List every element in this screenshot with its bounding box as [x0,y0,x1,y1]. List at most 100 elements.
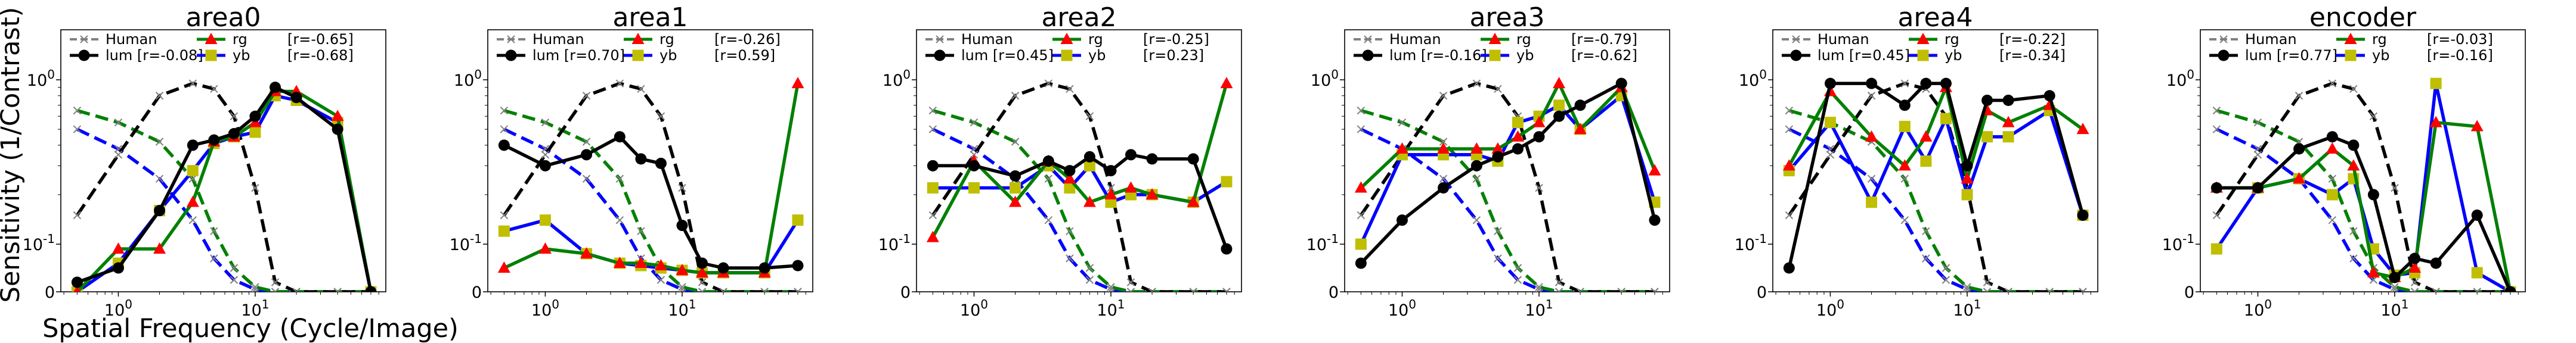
series-lum-point [1615,77,1627,89]
series-lum-point [968,160,980,172]
legend-yb-r-value: [r=0.23] [1143,47,1204,64]
series-rg-point [1470,142,1483,154]
series-human_yb-line [1788,127,2083,292]
legend-lum-marker [934,49,946,61]
series-human_rg-point [582,138,591,146]
y-tick-label: 0 [900,283,911,302]
legend-yb-r-value: [r=-0.34] [1999,47,2066,64]
legend-rg-marker [1060,33,1073,44]
series-human_rg-point [271,288,280,292]
y-tick-label: 100 [27,67,55,90]
series-human_lum-point [1472,79,1481,88]
series-lum-point [539,160,551,172]
legend-human-label: Human [961,31,1013,48]
series-rg-point [1104,188,1117,199]
series-rg-point [2293,172,2306,184]
y-tick-label: 0 [45,283,55,302]
series-human_yb-point [1357,125,1366,133]
series-lum-point [581,149,593,161]
series-yb-point [927,182,939,194]
series-rg-point [1865,130,1878,142]
series-lum-point [1961,160,1973,172]
series-lum-point [792,260,804,272]
legend-human-marker [1792,35,1800,43]
legend-human-label: Human [106,31,157,48]
plot-frame [1344,29,1670,292]
series-lum-point [1187,153,1199,165]
series-rg-point [1187,195,1200,207]
series-yb-point [1899,120,1911,132]
series-lum-point [2409,252,2421,264]
legend-human-marker [80,35,88,43]
series-human_lum-point [2349,85,2358,93]
series-human_yb-line [932,127,1227,292]
series-rg-point [2470,120,2484,132]
series-lum-point [2389,272,2401,283]
plot-area [1782,77,2089,292]
series-yb-point [1512,117,1524,129]
series-human_rg-point [188,174,197,183]
series-human_rg-point [73,106,82,115]
legend-rg-r-value: [r=-0.65] [287,31,354,48]
series-human_rg-point [1439,138,1448,146]
series-human_rg-point [2212,106,2221,115]
legend-rg-label: rg [1516,31,1531,48]
series-rg-point [1961,172,1974,184]
y-axis-label: Sensitivity (1/Contrast) [0,7,26,303]
y-tick-label: 100 [883,67,911,90]
legend-human-label: Human [2245,31,2297,48]
series-human_lum-point [2045,288,2054,292]
series-human_yb-point [1513,276,1522,284]
series-yb-point [2002,131,2014,143]
series-rg-point [2076,123,2089,135]
series-human_yb-point [1494,254,1502,263]
series-human_yb-point [1066,254,1074,263]
series-lum-point [1866,77,1878,89]
series-human_yb-point [615,216,624,224]
series-lum-point [365,286,377,292]
series-human_rg-point [928,106,937,115]
series-lum-point [208,134,220,146]
y-tick-label: 0 [2184,283,2194,302]
series-human_rg-point [1922,227,1930,235]
series-human_lum-point [698,278,707,286]
series-human_rg-point [1398,118,1407,127]
x-tick-label: 100 [2244,297,2272,320]
series-yb-point [1221,176,1233,188]
series-human_lum-point [155,92,164,100]
series-human_rg-point [230,264,239,272]
series-human_lum-point [114,151,123,159]
legend-lum-label: lum [r=0.45] [961,47,1054,64]
series-human_lum-point [251,183,259,192]
series-lum-point [1355,257,1367,269]
series-lum-point [717,262,729,274]
series-lum-point [1824,77,1836,89]
series-rg-point [1063,172,1076,184]
y-tick-label: 10-1 [878,232,911,254]
series-human_lum-point [1867,92,1876,100]
series-human_rg-point [1983,288,1992,292]
series-human_rg-point [1357,106,1366,115]
series-human_rg-point [1066,227,1074,235]
plot-frame [487,29,813,292]
series-human_rg-point [970,118,979,127]
series-lum-point [2326,131,2338,143]
series-human_yb-point [500,125,509,133]
series-lum-point [1512,143,1524,155]
plot-area [926,77,1233,292]
series-human_lum-point [271,278,280,286]
series-human_lum-point [1785,211,1794,220]
legend-rg-marker [1488,33,1501,44]
series-human_rg-point [1785,106,1794,115]
series-lum-point [1899,99,1911,111]
legend-yb-label: yb [1516,47,1534,64]
series-rg-point [1145,188,1159,199]
series-rg-line [1360,82,1657,189]
series-human_lum-point [333,288,342,292]
series-rg-point [676,264,689,275]
series-human_yb-point [155,174,164,183]
series-human_lum-line [1360,82,1655,292]
series-yb-point [2430,77,2442,89]
legend-rg-r-value: [r=-0.22] [1999,31,2066,48]
